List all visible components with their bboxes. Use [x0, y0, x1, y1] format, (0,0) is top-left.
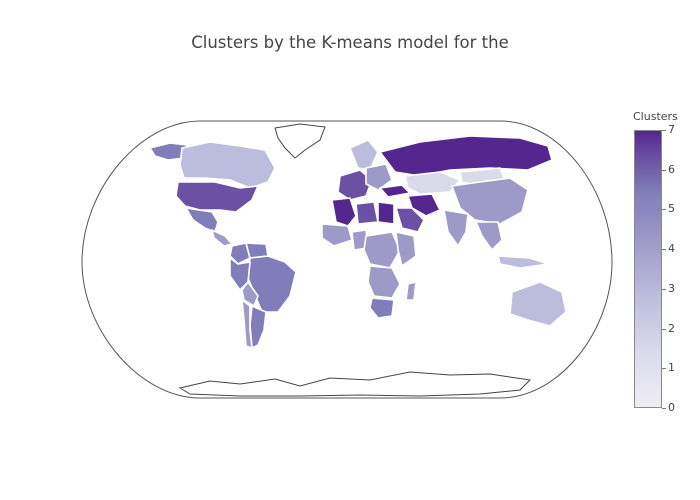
colorbar-tick-label: 7: [668, 123, 675, 136]
colorbar-tickmark: [662, 249, 666, 251]
colorbar-tickmark: [662, 368, 666, 370]
region[interactable]: [497, 255, 549, 269]
region[interactable]: [365, 163, 393, 191]
region[interactable]: [249, 305, 267, 349]
region[interactable]: [331, 197, 357, 227]
region[interactable]: [363, 231, 401, 269]
regions-layer: [149, 135, 567, 349]
colorbar-tick-label: 0: [668, 401, 675, 414]
colorbar-tick-label: 6: [668, 162, 675, 176]
region[interactable]: [451, 177, 529, 225]
region[interactable]: [241, 281, 259, 307]
colorbar-tickmark: [662, 209, 666, 211]
colorbar-tick-label: 5: [668, 202, 675, 216]
region[interactable]: [475, 221, 503, 251]
region[interactable]: [211, 229, 233, 247]
region[interactable]: [395, 207, 425, 233]
region[interactable]: [185, 207, 219, 233]
colorbar-tick-label: 4: [668, 242, 675, 256]
region[interactable]: [367, 265, 401, 299]
colorbar-tick-label: 3: [668, 281, 675, 295]
region[interactable]: [229, 242, 251, 265]
region[interactable]: [404, 171, 461, 195]
region[interactable]: [509, 281, 567, 327]
color-legend: Clusters 0 1 2 3 4 5 6 7: [620, 110, 690, 430]
colorbar-tick-label: 1: [668, 361, 675, 375]
region[interactable]: [179, 141, 276, 189]
legend-title: Clusters: [633, 110, 678, 123]
region[interactable]: [379, 135, 553, 177]
region[interactable]: [241, 299, 253, 349]
greenland-shape: [274, 123, 326, 159]
globe-outline: [81, 120, 613, 399]
colorbar-tickmark: [662, 169, 666, 171]
region[interactable]: [395, 231, 417, 267]
region[interactable]: [369, 297, 395, 319]
antarctica-shape: [178, 371, 532, 397]
colorbar-tickmark: [662, 408, 666, 409]
colorbar: [634, 130, 662, 408]
region[interactable]: [337, 169, 373, 201]
region[interactable]: [175, 181, 259, 213]
colorbar-tickmark: [662, 130, 666, 131]
map-title: Clusters by the K-means model for the: [191, 33, 509, 52]
region[interactable]: [355, 201, 379, 225]
region[interactable]: [321, 223, 353, 247]
colorbar-tick-label: 2: [668, 321, 675, 335]
region[interactable]: [377, 201, 395, 225]
region[interactable]: [443, 209, 469, 247]
region[interactable]: [349, 139, 379, 171]
colorbar-tickmark: [662, 288, 666, 290]
region[interactable]: [379, 184, 411, 198]
region[interactable]: [407, 193, 441, 217]
colorbar-tickmark: [662, 328, 666, 330]
region[interactable]: [405, 281, 417, 301]
